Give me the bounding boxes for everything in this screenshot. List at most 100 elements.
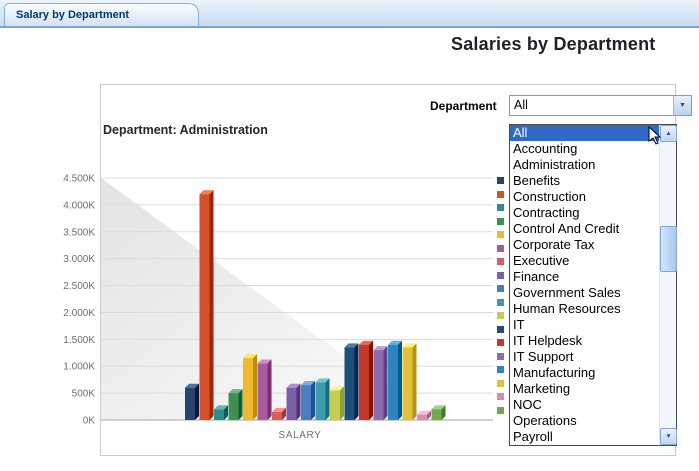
dropdown-item-it[interactable]: IT — [513, 317, 525, 332]
scroll-up-icon[interactable]: ▲ — [660, 125, 677, 142]
department-combobox[interactable]: All ▼ — [509, 95, 692, 116]
bar-marketing — [402, 347, 413, 420]
bar-side-it-support — [383, 346, 388, 420]
bar-top-finance — [301, 381, 315, 386]
y-tick-label: 3.000K — [63, 254, 95, 265]
bar-top-administration — [199, 190, 214, 195]
dropdown-item-human-resources[interactable]: Human Resources — [513, 301, 621, 316]
dropdown-item-accounting[interactable]: Accounting — [513, 141, 578, 156]
bar-side-finance — [311, 381, 315, 420]
y-tick-label: 1.500K — [63, 335, 95, 346]
legend-swatch-corporate-tax — [497, 258, 504, 265]
dropdown-item-government-sales[interactable]: Government Sales — [513, 285, 621, 300]
bar-top-manufacturing — [388, 340, 402, 345]
bar-side-it — [354, 343, 359, 420]
y-tick-label: 4.000K — [63, 200, 95, 211]
dropdown-item-noc[interactable]: NOC — [513, 397, 542, 412]
legend-swatch-it — [497, 325, 504, 333]
bar-control-and-credit — [257, 363, 268, 420]
dropdown-item-operations[interactable]: Operations — [513, 413, 577, 428]
department-selected-value: All — [514, 98, 528, 112]
dropdown-item-all[interactable]: All — [510, 125, 659, 141]
bar-it — [344, 347, 355, 420]
dropdown-item-marketing[interactable]: Marketing — [513, 381, 571, 396]
legend-swatch-executive — [497, 271, 504, 279]
dropdown-items-container: All Accounting Administration Benefits Const… — [510, 125, 659, 445]
y-tick-label: 1.000K — [63, 362, 95, 373]
bar-top-contracting — [243, 354, 257, 359]
bar-top-noc — [417, 410, 431, 415]
bar-construction — [228, 393, 239, 420]
legend-swatch-finance — [497, 285, 504, 292]
bar-noc — [417, 414, 427, 420]
tab-salary-by-department[interactable]: Salary by Department — [4, 3, 199, 26]
dropdown-item-corporate-tax[interactable]: Corporate Tax — [513, 237, 595, 252]
bar-top-human-resources — [330, 386, 344, 391]
bar-side-administration — [209, 190, 214, 420]
mouse-cursor — [648, 126, 662, 145]
dropdown-item-administration[interactable]: Administration — [513, 157, 596, 172]
legend-swatch-human-resources — [497, 312, 504, 319]
legend-swatch-marketing — [497, 379, 504, 387]
bar-top-marketing — [402, 343, 417, 348]
legend-swatch-it-support — [497, 352, 504, 360]
bar-side-operations — [441, 405, 446, 420]
bar-top-government-sales — [315, 378, 330, 383]
bar-benefits — [214, 409, 224, 420]
bar-side-noc — [427, 410, 431, 420]
dropdown-item-manufacturing[interactable]: Manufacturing — [513, 365, 596, 380]
bar-it-support — [373, 350, 384, 420]
bar-finance — [301, 385, 311, 420]
bar-corporate-tax — [272, 411, 282, 420]
scroll-down-icon[interactable]: ▼ — [660, 428, 677, 445]
y-tick-label: 0K — [83, 416, 96, 427]
bar-side-corporate-tax — [282, 407, 286, 420]
dropdown-item-contracting[interactable]: Contracting — [513, 205, 580, 220]
y-tick-label: 2.500K — [63, 281, 95, 292]
salary-bar-chart: 4.500K 4.000K 3.500K 3.000K 2.500K 2.000K 1.50… — [63, 174, 493, 441]
dropdown-item-construction[interactable]: Construction — [513, 189, 586, 204]
legend-swatch-noc — [497, 393, 504, 400]
dropdown-item-finance[interactable]: Finance — [513, 269, 560, 284]
combo-dropdown-arrow-icon[interactable]: ▼ — [673, 96, 691, 115]
bar-side-manufacturing — [398, 340, 402, 420]
bar-top-executive — [286, 383, 301, 388]
legend-swatch-government-sales — [497, 298, 504, 306]
bar-side-marketing — [412, 343, 417, 420]
bar-side-it-helpdesk — [369, 340, 373, 420]
tab-label: Salary by Department — [16, 9, 130, 21]
bar-manufacturing — [388, 344, 398, 420]
dropdown-item-it-support[interactable]: IT Support — [513, 349, 574, 364]
bar-top-corporate-tax — [272, 407, 286, 412]
dropdown-item-control-and-credit[interactable]: Control And Credit — [513, 221, 620, 236]
bar-top-it-support — [373, 346, 388, 351]
dropdown-item-benefits[interactable]: Benefits — [513, 173, 560, 188]
bar-top-construction — [228, 389, 243, 394]
legend-swatch-control-and-credit — [497, 244, 504, 252]
dropdown-scrollbar[interactable]: ▲ ▼ — [659, 125, 677, 445]
x-axis-label: SALARY — [279, 430, 322, 441]
legend-swatch-it-helpdesk — [497, 339, 504, 346]
bar-side-benefits — [224, 405, 228, 420]
bar-administration — [199, 194, 210, 420]
bar-top-it — [344, 343, 359, 348]
legend-swatch-accounting — [497, 177, 504, 184]
legend-swatch-administration — [497, 190, 504, 198]
department-dropdown-list: All Accounting Administration Benefits Const… — [509, 124, 677, 446]
bar-top-accounting — [185, 383, 199, 388]
dropdown-item-it-helpdesk[interactable]: IT Helpdesk — [513, 333, 583, 348]
legend-swatch-benefits — [497, 204, 504, 211]
bar-executive — [286, 387, 297, 420]
scrollbar-thumb[interactable] — [660, 226, 677, 272]
bar-top-benefits — [214, 405, 228, 410]
bar-side-human-resources — [340, 386, 344, 420]
legend-swatch-manufacturing — [497, 366, 504, 373]
bar-government-sales — [315, 382, 326, 420]
y-tick-label: 2.000K — [63, 308, 95, 319]
y-tick-label: 4.500K — [63, 174, 95, 185]
bar-top-it-helpdesk — [359, 340, 373, 345]
dropdown-item-executive[interactable]: Executive — [513, 253, 570, 268]
dropdown-item-payroll[interactable]: Payroll — [513, 429, 553, 444]
department-label: Department — [430, 99, 497, 113]
